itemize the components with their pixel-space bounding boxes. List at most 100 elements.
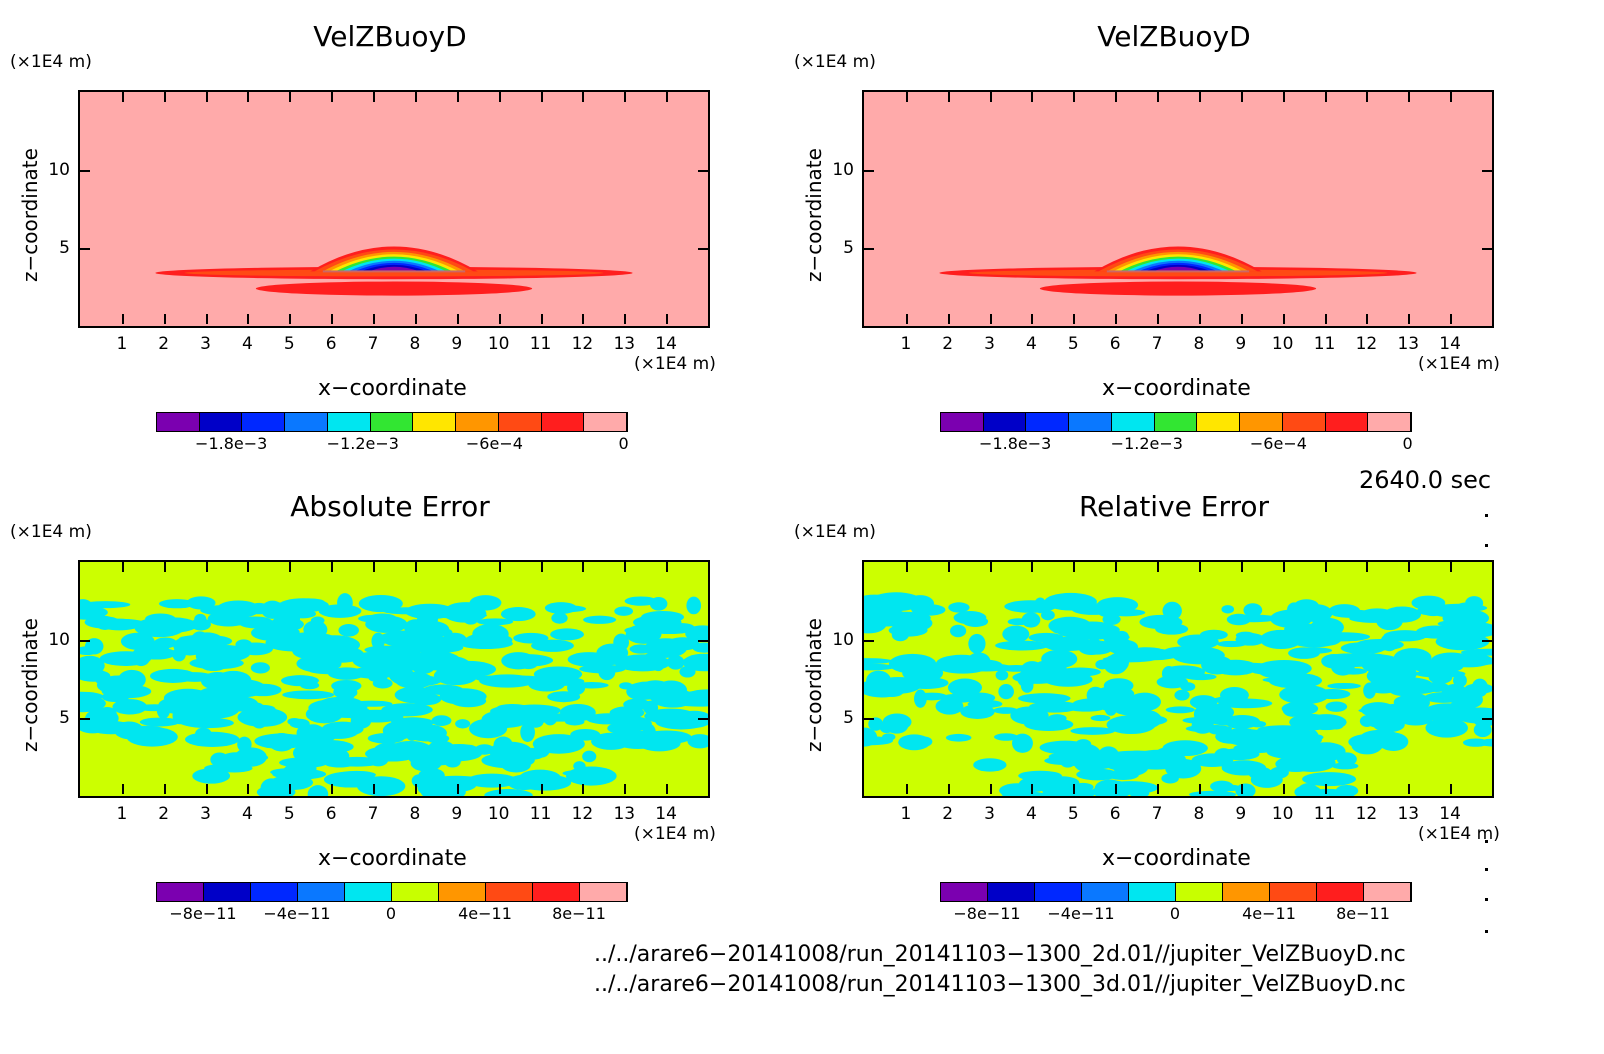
error-patch — [300, 681, 320, 690]
error-patch — [337, 770, 376, 779]
error-patch — [1424, 681, 1449, 692]
error-patch — [1042, 781, 1063, 796]
x-tick-bottom — [1157, 784, 1160, 794]
error-patch — [1361, 654, 1403, 674]
error-patch — [139, 717, 180, 727]
colorbar-label: 8e−11 — [552, 904, 606, 923]
colorbar-label: 0 — [1169, 904, 1181, 923]
error-patch — [269, 617, 304, 632]
colorbar-swatch — [1325, 413, 1369, 431]
x-tick-top — [247, 562, 250, 572]
x-tick-label: 12 — [1355, 334, 1378, 354]
x-tick-bottom — [498, 784, 501, 794]
x-tick-top — [947, 562, 950, 572]
error-patch — [1383, 630, 1428, 642]
error-patch — [315, 696, 367, 717]
x-tick-label: 11 — [1313, 804, 1336, 824]
error-patch — [1444, 652, 1492, 668]
error-patch — [1221, 760, 1267, 776]
error-patch — [1185, 724, 1233, 733]
error-patch — [433, 666, 478, 686]
x-tick-label: 8 — [409, 804, 421, 824]
x-tick-label: 2 — [158, 334, 170, 354]
error-patch — [1300, 733, 1324, 741]
x-tick-label: 14 — [655, 334, 677, 354]
error-patch — [1464, 683, 1492, 694]
x-tick-bottom — [205, 314, 208, 324]
error-patch — [1127, 709, 1162, 730]
colorbar-swatch — [157, 883, 204, 901]
error-patch — [205, 695, 258, 712]
colorbar — [156, 412, 628, 432]
x-tick-top — [1073, 92, 1076, 102]
x-tick-label: 9 — [451, 804, 463, 824]
colorbar-label: −1.8e−3 — [195, 434, 268, 453]
x-tick-bottom — [289, 314, 292, 324]
x-tick-top — [163, 92, 166, 102]
error-patch — [1327, 682, 1361, 689]
x-tick-label: 6 — [325, 334, 337, 354]
error-patch — [500, 607, 536, 622]
error-patch — [358, 595, 403, 613]
x-tick-bottom — [540, 314, 543, 324]
error-patch — [431, 715, 452, 726]
anomaly-wing-core — [184, 269, 604, 277]
error-patch — [455, 719, 471, 729]
error-patch — [237, 707, 288, 727]
error-patch — [1064, 743, 1101, 763]
error-patch — [450, 694, 487, 708]
x-tick-top — [373, 92, 376, 102]
mark-dot — [1485, 840, 1488, 843]
y-tick — [864, 248, 874, 250]
error-patch — [864, 608, 908, 627]
error-patch — [146, 642, 170, 660]
y-unit-label: (×1E4 m) — [794, 52, 876, 72]
mark-dot — [1485, 930, 1488, 933]
error-patch — [1002, 625, 1030, 643]
error-patch — [337, 593, 353, 613]
colorbar-label: −4e−11 — [1047, 904, 1115, 923]
x-tick-bottom — [163, 314, 166, 324]
x-tick-label: 5 — [283, 334, 295, 354]
x-tick-bottom — [1282, 314, 1285, 324]
x-tick-label: 3 — [200, 334, 212, 354]
x-tick-bottom — [1198, 314, 1201, 324]
y-tick-right — [1482, 170, 1492, 172]
error-patch — [1193, 706, 1210, 723]
error-patch — [474, 744, 495, 755]
y-tick-label: 5 — [843, 708, 854, 728]
error-patch — [1473, 722, 1492, 738]
mark-dot — [1485, 544, 1488, 547]
error-patch — [950, 624, 967, 638]
error-patch — [80, 694, 106, 713]
x-tick-bottom — [947, 314, 950, 324]
error-patch — [80, 599, 94, 617]
y-tick — [80, 248, 90, 250]
error-patch — [1212, 696, 1243, 704]
error-patch — [1435, 633, 1490, 651]
x-tick-bottom — [905, 314, 908, 324]
error-patch — [1071, 603, 1115, 615]
error-patch — [1301, 674, 1318, 683]
colorbar-swatch — [413, 413, 457, 431]
x-tick-label: 1 — [900, 804, 912, 824]
error-patch — [484, 789, 533, 796]
error-patch — [1032, 660, 1067, 677]
heatmap-field — [864, 92, 1492, 326]
x-tick-top — [666, 92, 669, 102]
error-patch — [1102, 613, 1121, 625]
mark-dot — [1485, 898, 1488, 901]
x-tick-top — [582, 92, 585, 102]
error-patch — [145, 613, 176, 625]
error-patch — [614, 606, 634, 616]
error-patch — [507, 774, 541, 791]
x-tick-label: 6 — [1109, 804, 1121, 824]
anomaly-wing-core — [968, 269, 1388, 277]
x-tick-bottom — [1450, 784, 1453, 794]
error-patch — [371, 648, 426, 669]
y-tick-label: 5 — [59, 708, 70, 728]
error-patch — [1216, 640, 1247, 648]
y-tick-right — [1482, 718, 1492, 720]
y-tick — [80, 170, 90, 172]
error-patch — [624, 596, 658, 606]
